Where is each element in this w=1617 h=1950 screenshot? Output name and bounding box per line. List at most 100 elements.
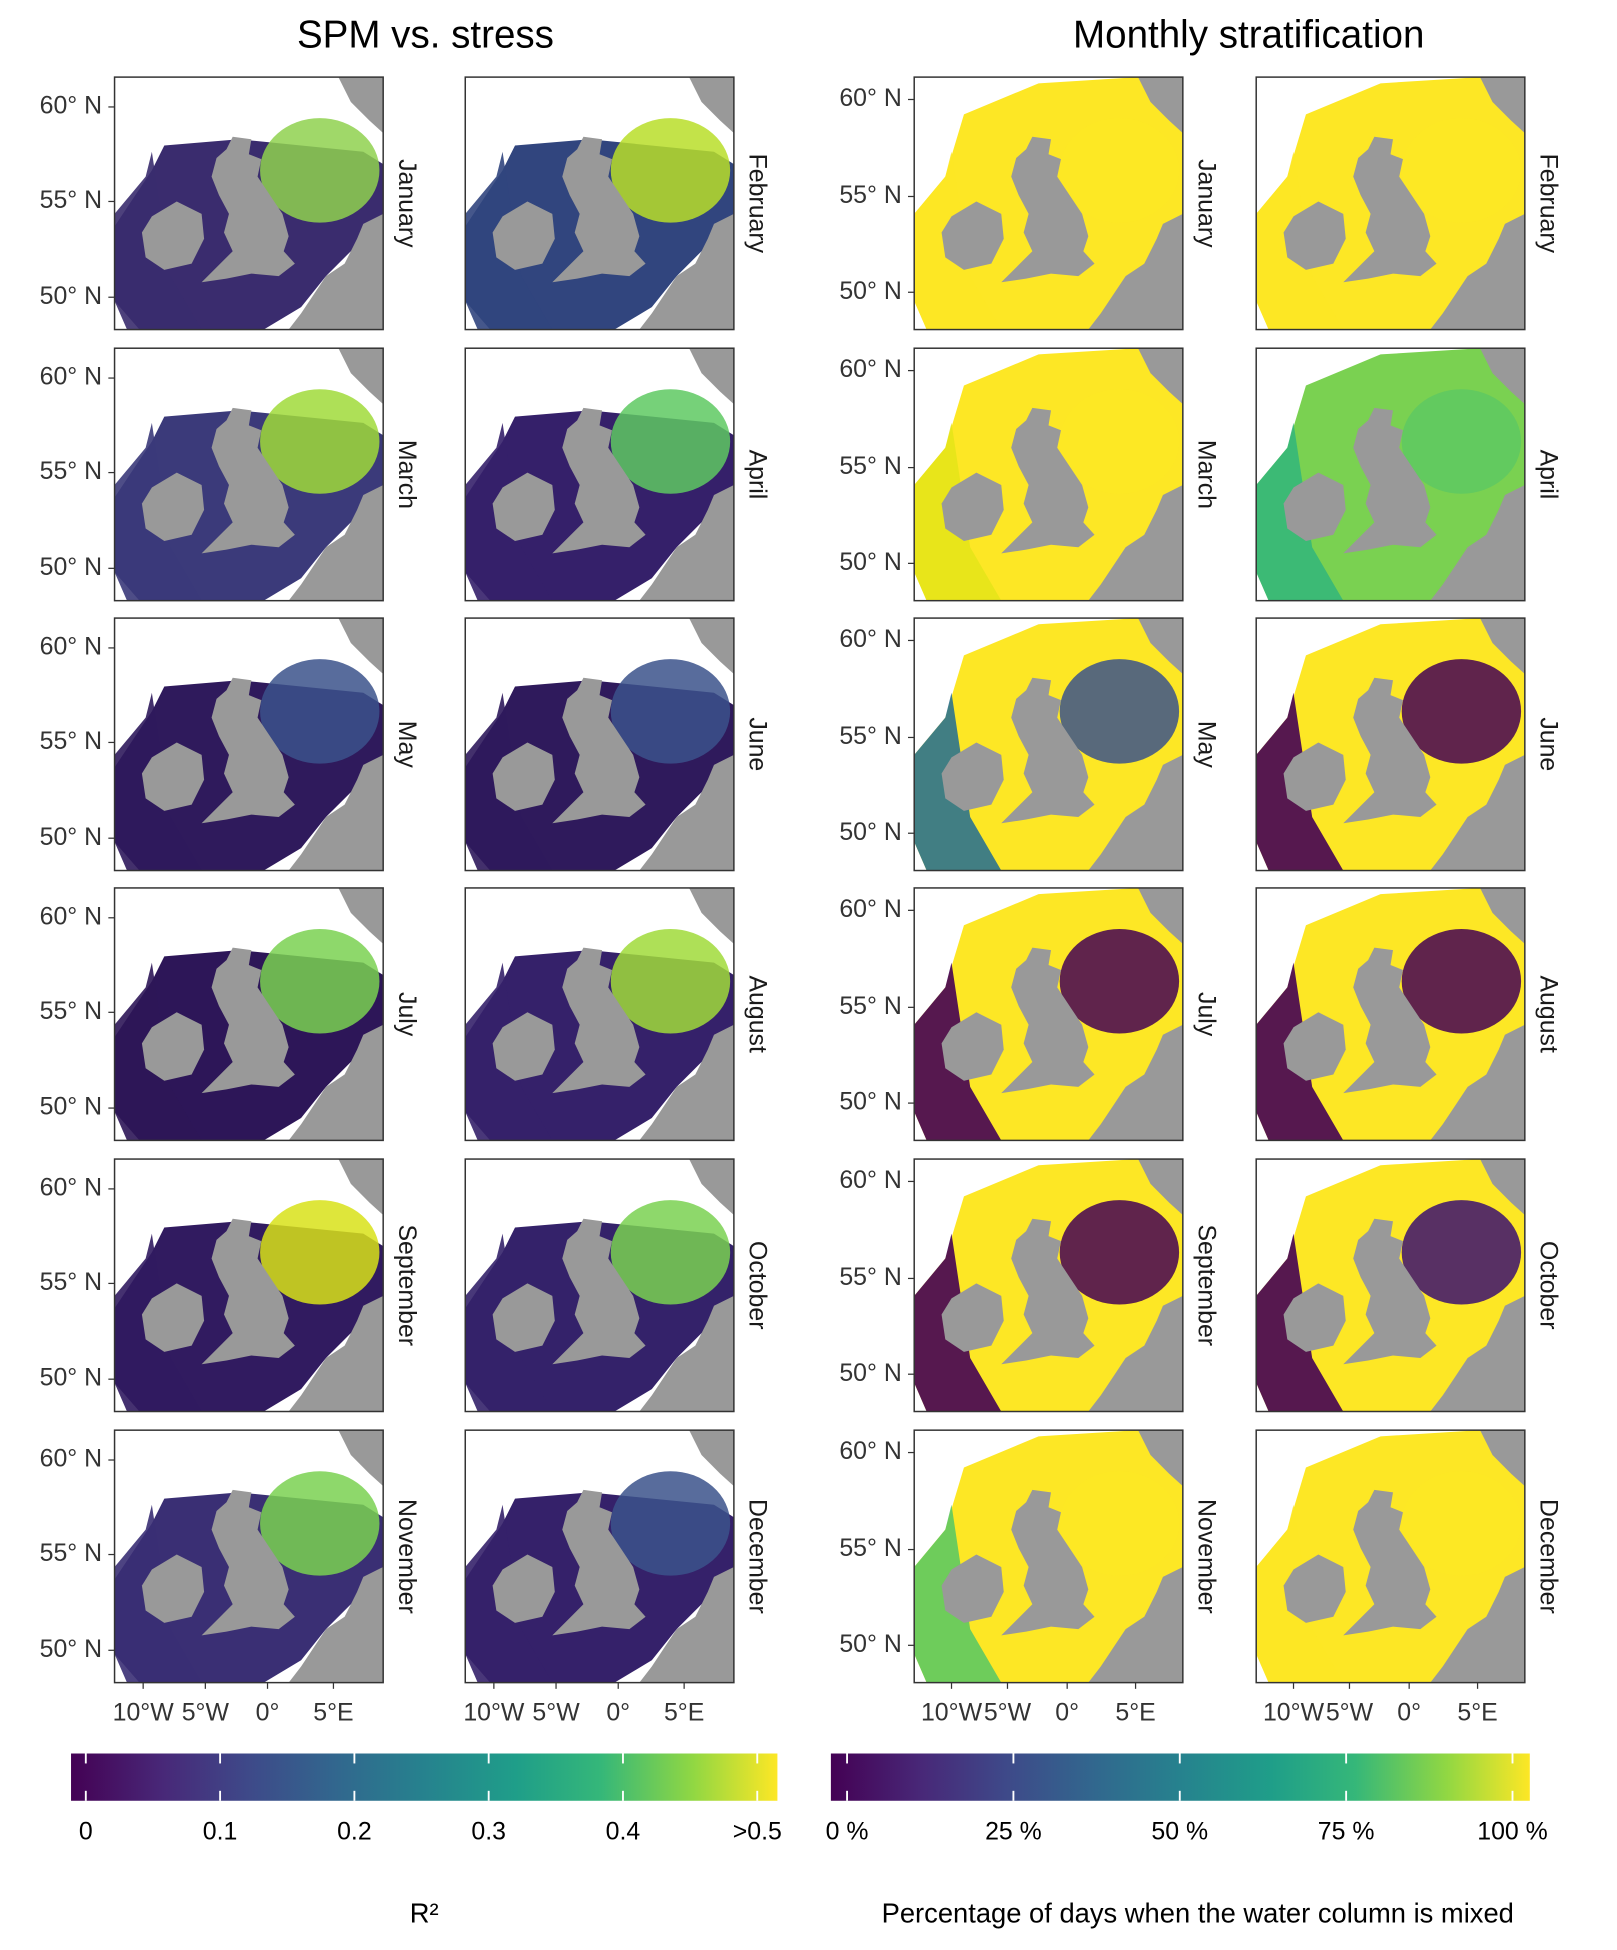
- map-panel: [113, 1158, 384, 1413]
- lat-label: 60° N: [839, 1166, 901, 1194]
- month-strip: August: [1535, 975, 1563, 1052]
- lon-label: 10°W: [113, 1698, 175, 1726]
- lon-label: 5°W: [182, 1698, 230, 1726]
- lat-label: 55° N: [839, 181, 901, 209]
- panel-frame: [913, 887, 1184, 1142]
- map-panel: [913, 347, 1184, 602]
- lon-label: 0°: [256, 1698, 280, 1726]
- sea-north: [610, 389, 731, 494]
- month-strip: October: [1535, 1241, 1563, 1329]
- lon-label: 10°W: [921, 1698, 983, 1726]
- lon-label: 5°W: [532, 1698, 580, 1726]
- sea-north: [610, 1200, 731, 1305]
- sea-north: [1401, 928, 1522, 1034]
- lat-label: 50° N: [40, 1635, 102, 1663]
- lat-label: 50° N: [839, 1088, 901, 1116]
- month-strip: May: [393, 721, 421, 769]
- month-strip: August: [744, 975, 772, 1052]
- month-strip: June: [744, 717, 772, 771]
- colorbar-tick-label: 0: [79, 1818, 93, 1846]
- sea-north: [1059, 659, 1180, 764]
- panel-frame: [113, 1158, 384, 1413]
- lat-label: 60° N: [40, 363, 102, 391]
- month-strip: February: [744, 154, 772, 254]
- sea-north: [1401, 1200, 1522, 1305]
- lat-label: 50° N: [40, 823, 102, 851]
- map-panel: [913, 617, 1184, 872]
- month-strip: December: [744, 1499, 772, 1614]
- sea-north: [260, 659, 380, 764]
- lat-label: 60° N: [40, 902, 102, 930]
- sea-north: [260, 389, 380, 494]
- panel-frame: [913, 1158, 1184, 1413]
- lat-label: 55° N: [839, 1534, 901, 1562]
- map-panel: [464, 617, 735, 872]
- sea-north: [260, 1471, 380, 1576]
- map-panel: [1255, 1429, 1526, 1684]
- sea-north: [1059, 1471, 1180, 1576]
- colorbar-tick-label: 0.2: [337, 1818, 372, 1846]
- lat-label: 50° N: [839, 548, 901, 576]
- colorbar-title: Percentage of days when the water column…: [882, 1897, 1514, 1928]
- left-title: SPM vs. stress: [297, 13, 554, 56]
- lat-label: 55° N: [839, 1263, 901, 1291]
- lon-label: 0°: [606, 1698, 630, 1726]
- panel-frame: [113, 1429, 384, 1684]
- month-strip: March: [393, 440, 421, 509]
- panel-frame: [113, 76, 384, 331]
- lon-label: 0°: [1055, 1698, 1079, 1726]
- panel-frame: [913, 347, 1184, 602]
- lat-label: 55° N: [40, 186, 102, 214]
- month-strip: June: [1535, 717, 1563, 771]
- lat-label: 55° N: [40, 1268, 102, 1296]
- month-strip: September: [1193, 1224, 1221, 1346]
- map-panel: [113, 617, 384, 872]
- lat-label: 55° N: [839, 722, 901, 750]
- month-strip: January: [393, 159, 421, 248]
- colorbar: [71, 1753, 778, 1801]
- month-strip: October: [744, 1241, 772, 1329]
- sea-north: [1059, 118, 1180, 223]
- colorbar-tick-label: 75 %: [1318, 1818, 1375, 1846]
- map-panel: [464, 1429, 735, 1684]
- sea-north: [260, 118, 380, 223]
- sea-north: [260, 928, 380, 1034]
- map-panel: [464, 887, 735, 1142]
- month-strip: September: [393, 1224, 421, 1346]
- colorbar-tick-label: 0.3: [471, 1818, 506, 1846]
- panel-frame: [464, 617, 735, 872]
- colorbar-tick-label: 100 %: [1477, 1818, 1547, 1846]
- lat-label: 60° N: [839, 625, 901, 653]
- panel-frame: [1255, 1429, 1526, 1684]
- sea-north: [1059, 928, 1180, 1034]
- colorbar-title: R²: [410, 1897, 439, 1928]
- lat-label: 60° N: [40, 1173, 102, 1201]
- panel-frame: [464, 1158, 735, 1413]
- lat-label: 60° N: [40, 92, 102, 120]
- panel-frame: [1255, 1158, 1526, 1413]
- colorbar-tick-label: >0.5: [733, 1818, 782, 1846]
- right-title: Monthly stratification: [1073, 13, 1424, 56]
- month-strip: February: [1535, 154, 1563, 254]
- lat-label: 60° N: [839, 1437, 901, 1465]
- lat-label: 50° N: [40, 1364, 102, 1392]
- panel-frame: [464, 1429, 735, 1684]
- map-panel: [913, 76, 1184, 331]
- lat-label: 50° N: [839, 818, 901, 846]
- panel-frame: [113, 887, 384, 1142]
- lat-label: 60° N: [839, 355, 901, 383]
- sea-north: [610, 659, 731, 764]
- sea-north: [610, 118, 731, 223]
- sea-north: [1401, 659, 1522, 764]
- month-strip: November: [393, 1499, 421, 1614]
- map-panel: [913, 1429, 1184, 1684]
- panel-frame: [913, 1429, 1184, 1684]
- lat-label: 55° N: [40, 1539, 102, 1567]
- panel-frame: [1255, 76, 1526, 331]
- lat-label: 60° N: [40, 1445, 102, 1473]
- panel-frame: [464, 347, 735, 602]
- lon-label: 0°: [1397, 1698, 1421, 1726]
- map-panel: [113, 347, 384, 602]
- colorbar-tick-label: 25 %: [985, 1818, 1042, 1846]
